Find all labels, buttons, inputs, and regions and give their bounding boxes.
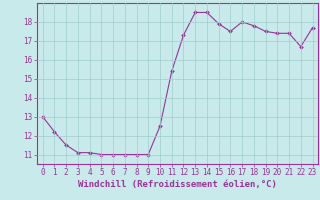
X-axis label: Windchill (Refroidissement éolien,°C): Windchill (Refroidissement éolien,°C) [78, 180, 277, 189]
